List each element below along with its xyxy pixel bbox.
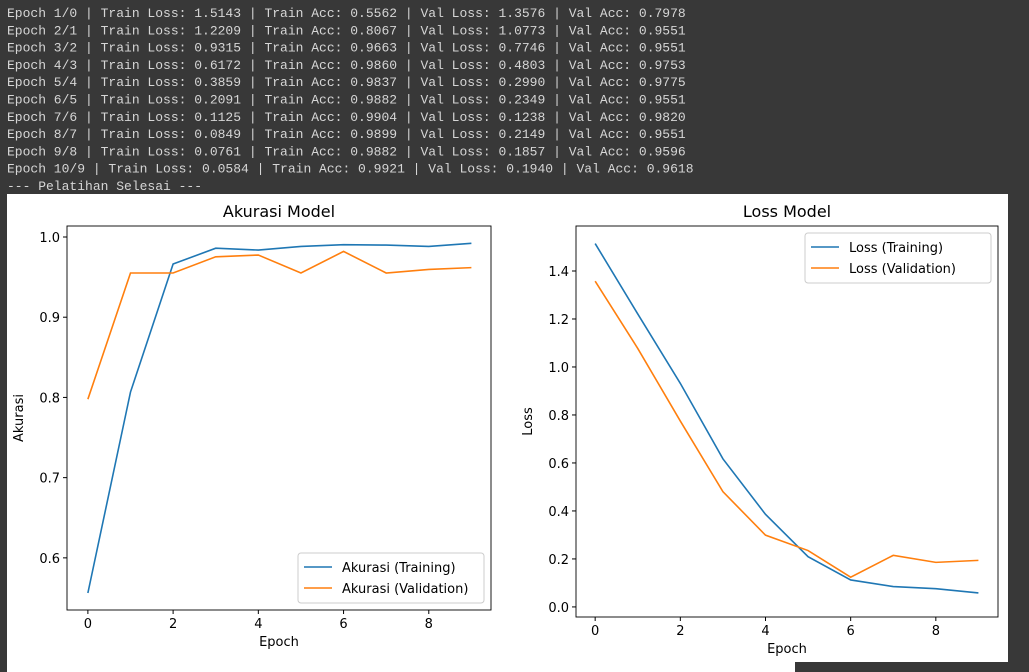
x-tick-label: 8 bbox=[425, 617, 433, 632]
x-tick-label: 2 bbox=[169, 617, 177, 632]
y-tick-label: 1.2 bbox=[548, 313, 569, 328]
x-tick-label: 0 bbox=[84, 617, 92, 632]
console-line: Epoch 1/0 | Train Loss: 1.5143 | Train A… bbox=[7, 6, 686, 21]
console-line: Epoch 10/9 | Train Loss: 0.0584 | Train … bbox=[7, 162, 694, 177]
y-axis-label: Loss bbox=[521, 407, 536, 436]
x-axis-label: Epoch bbox=[259, 635, 299, 650]
plot-frame bbox=[66, 225, 492, 611]
legend-label: Akurasi (Training) bbox=[342, 561, 456, 576]
y-tick-label: 0.4 bbox=[548, 505, 569, 520]
console-line: Epoch 3/2 | Train Loss: 0.9315 | Train A… bbox=[7, 41, 686, 56]
data-line bbox=[594, 243, 979, 594]
console-line: Epoch 8/7 | Train Loss: 0.0849 | Train A… bbox=[7, 127, 686, 142]
x-tick-label: 6 bbox=[339, 617, 347, 632]
x-tick-label: 0 bbox=[591, 624, 599, 639]
legend-box bbox=[297, 552, 485, 604]
legend-label: Loss (Training) bbox=[849, 241, 943, 256]
x-tick-label: 6 bbox=[847, 624, 855, 639]
y-tick-label: 0.8 bbox=[548, 409, 569, 424]
y-tick-label: 1.0 bbox=[39, 231, 60, 246]
y-tick-label: 0.7 bbox=[39, 472, 60, 487]
x-tick-label: 2 bbox=[676, 624, 684, 639]
y-axis-label: Akurasi bbox=[12, 394, 27, 442]
y-tick-label: 1.0 bbox=[548, 361, 569, 376]
y-tick-label: 0.6 bbox=[548, 457, 569, 472]
data-line bbox=[594, 280, 979, 579]
y-tick-label: 0.2 bbox=[548, 553, 569, 568]
console-line: Epoch 5/4 | Train Loss: 0.3859 | Train A… bbox=[7, 75, 686, 90]
console-line: Epoch 9/8 | Train Loss: 0.0761 | Train A… bbox=[7, 144, 686, 159]
data-line bbox=[87, 242, 472, 594]
chart-title: Akurasi Model bbox=[223, 202, 335, 221]
overlay bbox=[795, 662, 1029, 672]
x-tick-label: 4 bbox=[254, 617, 262, 632]
y-tick-label: 0.9 bbox=[39, 311, 60, 326]
console-line: Epoch 7/6 | Train Loss: 0.1125 | Train A… bbox=[7, 110, 686, 125]
plot-frame bbox=[575, 225, 999, 618]
console-line: --- Pelatihan Selesai --- bbox=[7, 179, 202, 194]
legend-label: Loss (Validation) bbox=[849, 262, 956, 277]
data-line bbox=[87, 250, 472, 400]
y-tick-label: 0.0 bbox=[548, 601, 569, 616]
y-tick-label: 0.6 bbox=[39, 552, 60, 567]
chart-title: Loss Model bbox=[743, 202, 831, 221]
legend-label: Akurasi (Validation) bbox=[342, 582, 468, 597]
console-line: Epoch 4/3 | Train Loss: 0.6172 | Train A… bbox=[7, 58, 686, 73]
y-tick-label: 0.8 bbox=[39, 391, 60, 406]
console-line: Epoch 6/5 | Train Loss: 0.2091 | Train A… bbox=[7, 93, 686, 108]
y-tick-label: 1.4 bbox=[548, 265, 569, 280]
x-tick-label: 4 bbox=[761, 624, 769, 639]
x-axis-label: Epoch bbox=[767, 642, 807, 657]
x-tick-label: 8 bbox=[932, 624, 940, 639]
console-line: Epoch 2/1 | Train Loss: 1.2209 | Train A… bbox=[7, 23, 686, 38]
legend-box bbox=[804, 232, 992, 284]
